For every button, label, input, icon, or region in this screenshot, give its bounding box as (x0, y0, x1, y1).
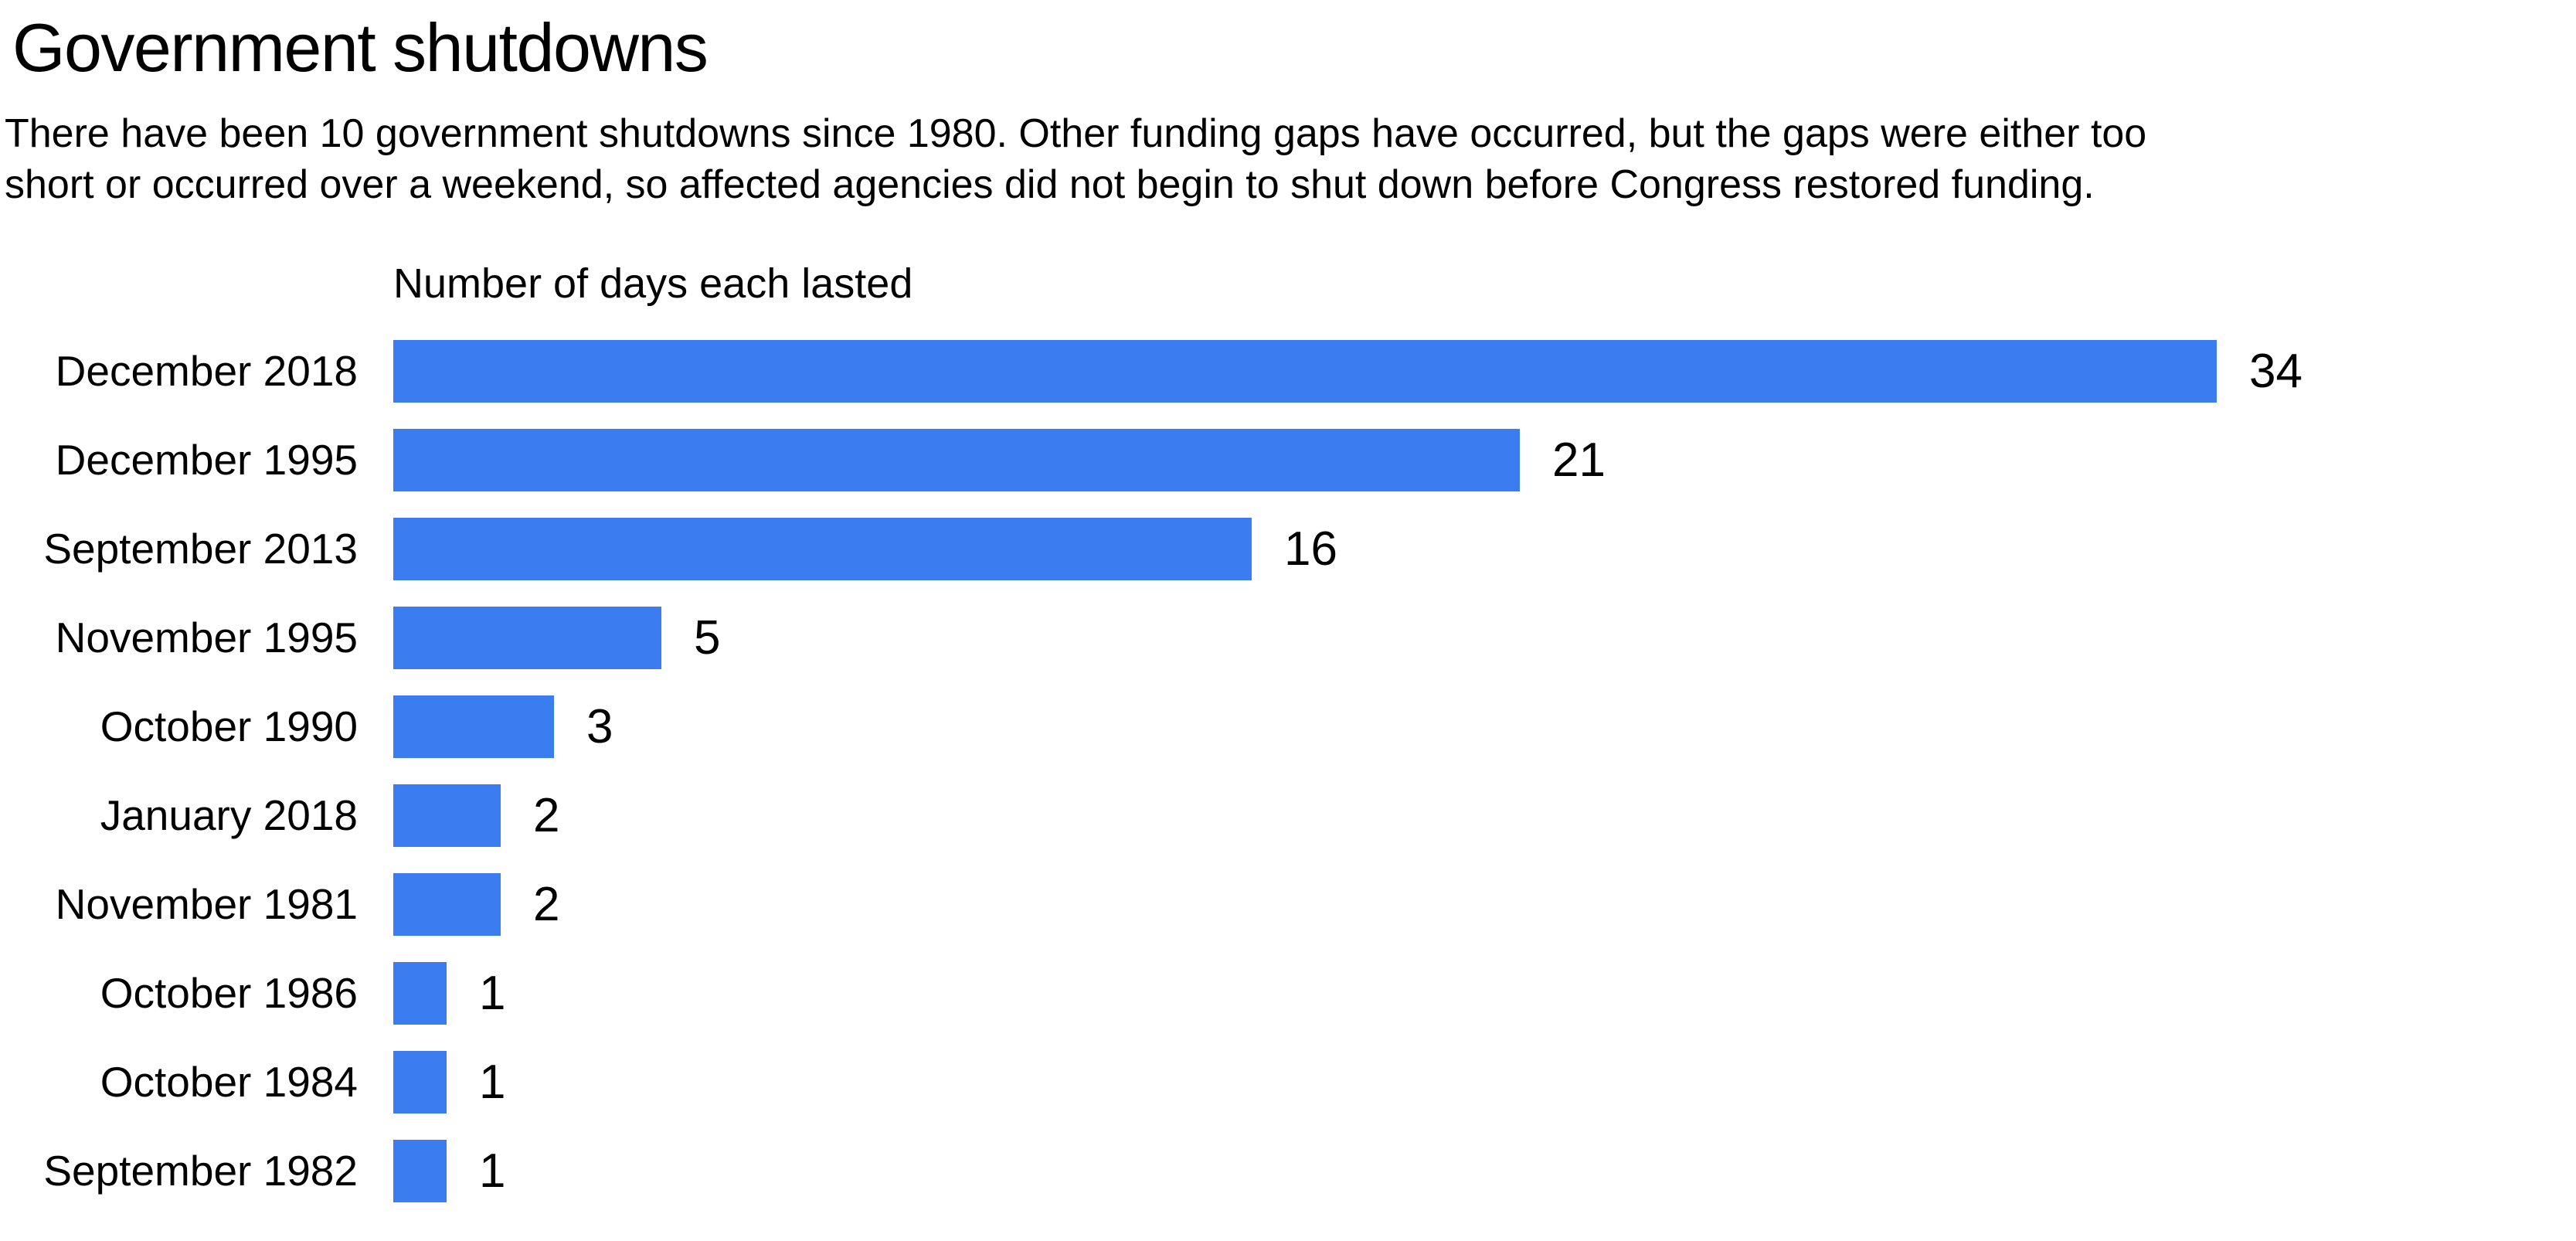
value-label: 5 (694, 610, 721, 665)
bar-row: January 2018 2 (0, 784, 2576, 847)
bar (393, 784, 501, 847)
bar-row: December 2018 34 (0, 340, 2576, 403)
category-label: January 2018 (100, 791, 358, 839)
bar-row: October 1986 1 (0, 962, 2576, 1025)
category-label: September 2013 (43, 525, 358, 573)
bar-row: September 1982 1 (0, 1140, 2576, 1202)
value-label: 3 (586, 699, 613, 753)
bar-row: November 1995 5 (0, 607, 2576, 669)
value-label: 1 (479, 1055, 506, 1109)
bar (393, 340, 2217, 403)
bar-row: November 1981 2 (0, 873, 2576, 936)
value-label: 2 (533, 788, 560, 842)
category-label: November 1995 (55, 614, 358, 661)
category-label: October 1986 (100, 969, 358, 1017)
bar (393, 518, 1252, 580)
category-label: December 2018 (55, 347, 358, 395)
category-label: September 1982 (43, 1147, 358, 1195)
bar (393, 1140, 447, 1202)
bar (393, 962, 447, 1025)
bar-row: September 2013 16 (0, 518, 2576, 580)
value-label: 1 (479, 966, 506, 1020)
bar-row: December 1995 21 (0, 429, 2576, 491)
axis-title: Number of days each lasted (393, 260, 913, 307)
chart-subtitle: There have been 10 government shutdowns … (5, 108, 2146, 210)
category-label: October 1990 (100, 702, 358, 750)
bar-row: October 1990 3 (0, 695, 2576, 758)
chart-title: Government shutdowns (12, 9, 709, 86)
value-label: 1 (479, 1144, 506, 1198)
bar-row: October 1984 1 (0, 1051, 2576, 1114)
value-label: 21 (1552, 433, 1606, 487)
chart-subtitle-line-2: short or occurred over a weekend, so aff… (5, 162, 2095, 207)
category-label: November 1981 (55, 880, 358, 928)
bar (393, 695, 554, 758)
value-label: 34 (2249, 344, 2302, 398)
value-label: 2 (533, 877, 560, 931)
bar (393, 873, 501, 936)
category-label: October 1984 (100, 1058, 358, 1106)
chart-subtitle-line-1: There have been 10 government shutdowns … (5, 111, 2147, 156)
bar (393, 429, 1520, 491)
category-label: December 1995 (55, 436, 358, 484)
bar-rows: December 2018 34 December 1995 21 Septem… (0, 340, 2576, 1229)
bar (393, 1051, 447, 1114)
bar (393, 607, 661, 669)
value-label: 16 (1284, 522, 1337, 576)
